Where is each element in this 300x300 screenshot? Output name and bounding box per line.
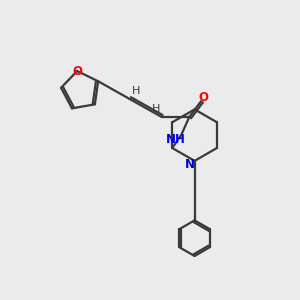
Text: H: H <box>132 86 140 96</box>
Text: H: H <box>152 104 160 114</box>
Text: NH: NH <box>166 133 185 146</box>
Text: O: O <box>198 91 208 103</box>
Text: N: N <box>184 158 195 171</box>
Text: O: O <box>72 64 82 77</box>
